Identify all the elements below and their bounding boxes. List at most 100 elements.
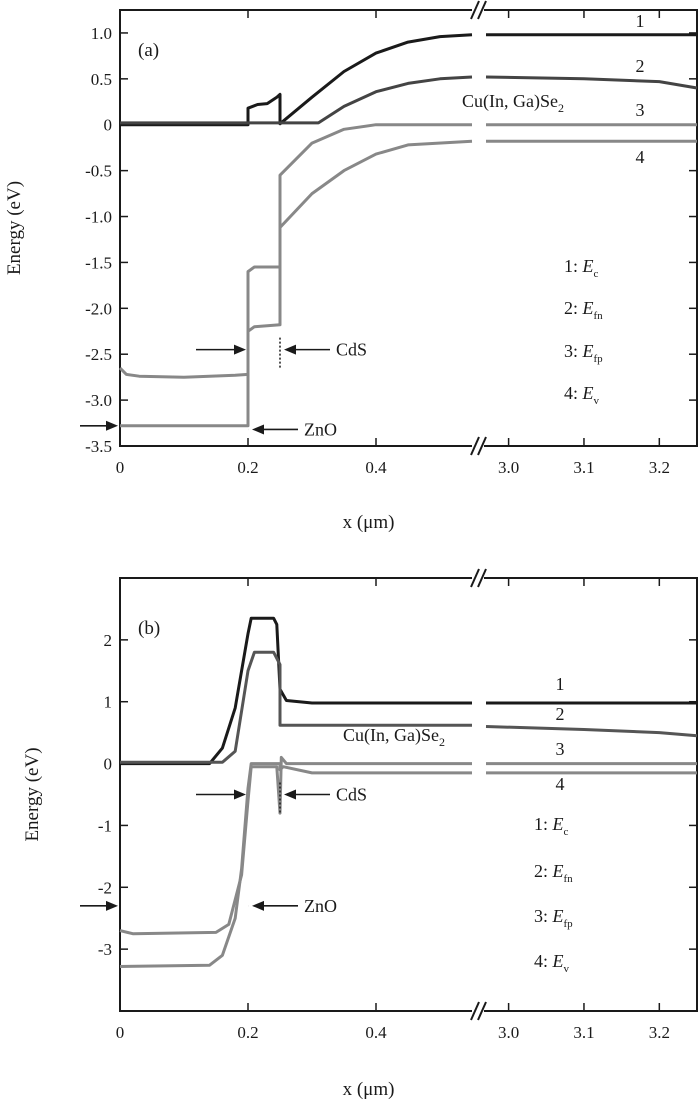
series-label-1: 1 bbox=[556, 674, 565, 694]
legend-entry-4: 4: Ev bbox=[534, 951, 570, 975]
y-tick-label: -2.5 bbox=[85, 345, 112, 364]
series-line-1 bbox=[120, 616, 697, 766]
annotation-cds: CdS bbox=[336, 340, 367, 360]
region-label: Cu(In, Ga)Se2 bbox=[343, 725, 445, 749]
legend-subscript: fn bbox=[564, 873, 574, 885]
axis-break-gap bbox=[472, 1008, 484, 1014]
axis-break-mark bbox=[470, 436, 480, 456]
legend-symbol: E bbox=[582, 341, 594, 361]
panel-a: 1.00.50-0.5-1.0-1.5-2.0-2.5-3.0-3.50 0.2 0… bbox=[4, 0, 698, 533]
axis-break-mark bbox=[477, 0, 487, 20]
legend-entry-1: 1: Ec bbox=[564, 256, 599, 280]
legend-subscript: fp bbox=[594, 353, 604, 365]
y-tick-label: -3.5 bbox=[85, 437, 112, 456]
annotation-arrowhead bbox=[234, 344, 246, 355]
legend-entry-2: 2: Efn bbox=[564, 298, 603, 322]
annotation-arrowhead bbox=[284, 789, 296, 800]
x-axis-title: x (μm) bbox=[343, 512, 395, 533]
legend-symbol: E bbox=[552, 951, 564, 971]
legend-symbol: E bbox=[582, 383, 594, 403]
x-tick-label: 3.0 bbox=[498, 458, 519, 477]
legend-symbol: E bbox=[552, 906, 564, 926]
region-label-text: Cu(In, Ga)Se bbox=[462, 91, 558, 112]
y-tick-label: -0.5 bbox=[85, 162, 112, 181]
series-label-3: 3 bbox=[636, 100, 645, 120]
y-tick-label: 2 bbox=[104, 631, 113, 650]
y-tick-label: -3.0 bbox=[85, 391, 112, 410]
legend-subscript: fn bbox=[594, 310, 604, 322]
y-tick-label: -2 bbox=[98, 878, 112, 897]
plot-frame bbox=[119, 9, 698, 447]
y-tick-label: 1.0 bbox=[91, 24, 112, 43]
y-tick-label: 0 bbox=[104, 755, 113, 774]
y-tick-label: -3 bbox=[98, 940, 112, 959]
region-label: Cu(In, Ga)Se2 bbox=[462, 91, 564, 115]
legend-number: 4: bbox=[534, 951, 553, 971]
y-tick-label: -2.0 bbox=[85, 299, 112, 318]
annotation-arrowhead bbox=[284, 344, 296, 355]
y-tick-label: 0 bbox=[104, 116, 113, 135]
region-label-subscript: 2 bbox=[558, 101, 564, 115]
annotation-zno: ZnO bbox=[304, 896, 337, 916]
axis-break-gap bbox=[472, 443, 484, 449]
legend-number: 3: bbox=[564, 341, 583, 361]
axis-break-gap bbox=[472, 575, 484, 581]
panel-label: (b) bbox=[138, 618, 160, 639]
legend-entry-3: 3: Efp bbox=[564, 341, 603, 365]
legend-symbol: E bbox=[552, 861, 564, 881]
annotation-arrowhead bbox=[252, 424, 264, 435]
axis-break-mark bbox=[470, 0, 480, 20]
y-tick-label: -1.5 bbox=[85, 253, 112, 272]
series-line-2 bbox=[120, 75, 698, 125]
x-axis-title: x (μm) bbox=[343, 1079, 395, 1100]
axis-break-mark bbox=[470, 1001, 480, 1021]
x-tick-label: 0.4 bbox=[365, 1023, 387, 1042]
x-tick-label: 0.2 bbox=[237, 1023, 258, 1042]
panel-label: (a) bbox=[138, 40, 159, 61]
axis-break-mark bbox=[470, 568, 480, 588]
series-label-4: 4 bbox=[556, 774, 565, 794]
y-axis-title: Energy (eV) bbox=[4, 181, 25, 275]
legend-subscript: c bbox=[564, 826, 569, 838]
axis-break-mark bbox=[477, 1001, 487, 1021]
annotation-arrowhead bbox=[106, 900, 118, 911]
y-tick-label: -1.0 bbox=[85, 208, 112, 227]
series-label-2: 2 bbox=[556, 704, 565, 724]
x-tick-label: 3.2 bbox=[649, 1023, 670, 1042]
y-tick-label: -1 bbox=[98, 816, 112, 835]
annotation-cds: CdS bbox=[336, 785, 367, 805]
series-line-4 bbox=[119, 755, 697, 936]
y-tick-label: 0.5 bbox=[91, 70, 112, 89]
series-label-2: 2 bbox=[636, 56, 645, 76]
x-tick-label: 3.1 bbox=[573, 458, 594, 477]
series-line-4 bbox=[118, 139, 697, 379]
axis-break-mark bbox=[477, 568, 487, 588]
legend-entry-4: 4: Ev bbox=[564, 383, 600, 407]
x-tick-label: 0 bbox=[116, 1023, 125, 1042]
legend-number: 1: bbox=[534, 814, 553, 834]
legend-entry-2: 2: Efn bbox=[534, 861, 573, 885]
legend-subscript: c bbox=[594, 268, 599, 280]
axis-break-gap bbox=[472, 7, 484, 13]
legend-symbol: E bbox=[582, 298, 594, 318]
axis-break-mark bbox=[477, 436, 487, 456]
x-tick-label: 3.1 bbox=[573, 1023, 594, 1042]
legend-symbol: E bbox=[582, 256, 594, 276]
series-label-1: 1 bbox=[636, 11, 645, 31]
legend-number: 3: bbox=[534, 906, 553, 926]
legend-subscript: v bbox=[564, 963, 570, 975]
annotation-zno: ZnO bbox=[304, 419, 337, 439]
series-line-3 bbox=[120, 123, 697, 428]
panel-b: 2 1 0 -1 -2 -3 0 0.2 0.4 3.0 3.1 3.2 Energy (eV) x (μ… bbox=[22, 568, 698, 1100]
y-tick-label: 1 bbox=[104, 693, 113, 712]
plot-frame bbox=[119, 577, 698, 1012]
legend-number: 1: bbox=[564, 256, 583, 276]
x-tick-label: 0.2 bbox=[237, 458, 258, 477]
legend-number: 2: bbox=[534, 861, 553, 881]
legend-number: 2: bbox=[564, 298, 583, 318]
x-tick-label: 0.4 bbox=[365, 458, 387, 477]
legend-subscript: fp bbox=[564, 918, 574, 930]
series-line-2 bbox=[120, 650, 698, 764]
legend-subscript: v bbox=[594, 395, 600, 407]
